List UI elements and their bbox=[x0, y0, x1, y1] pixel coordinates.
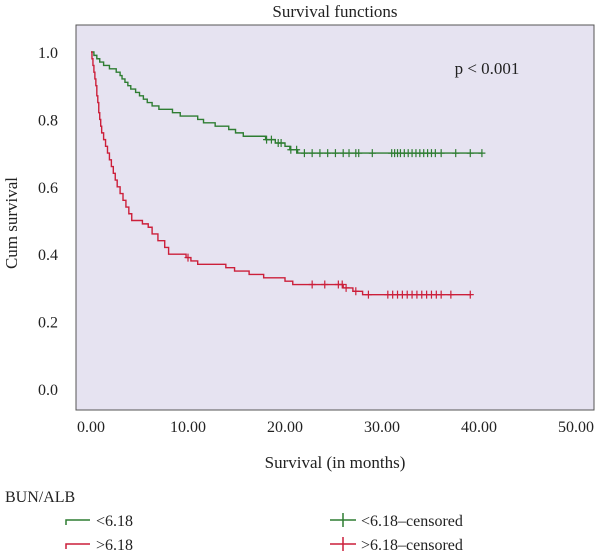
survival-curve-low bbox=[91, 51, 482, 154]
legend-label-high-censored: >6.18–censored bbox=[361, 537, 463, 554]
plot-area bbox=[75, 24, 595, 411]
censor-mark-low bbox=[478, 149, 486, 158]
legend-censor-mark-low bbox=[330, 513, 356, 527]
censor-mark-low bbox=[324, 149, 332, 158]
censor-mark-low bbox=[355, 149, 363, 158]
censor-mark-high bbox=[308, 280, 316, 289]
censor-mark-low bbox=[452, 149, 460, 158]
legend-item-high: >6.18 bbox=[65, 537, 133, 554]
censor-mark-low bbox=[368, 149, 376, 158]
censor-mark-high bbox=[321, 280, 329, 289]
legend-label-low-censored: <6.18–censored bbox=[361, 513, 463, 530]
legend-label-high: >6.18 bbox=[96, 537, 133, 554]
p-value-annotation: p < 0.001 bbox=[455, 59, 520, 78]
x-axis-label: Survival (in months) bbox=[265, 453, 406, 472]
censor-mark-low bbox=[308, 149, 316, 158]
chart-title: Survival functions bbox=[272, 2, 397, 21]
series-low bbox=[91, 51, 486, 158]
legend-censor-mark-high bbox=[330, 537, 356, 551]
x-tick-label: 40.00 bbox=[461, 419, 497, 436]
legend-title: BUN/ALB bbox=[5, 489, 75, 506]
censor-mark-low bbox=[437, 149, 445, 158]
y-tick-label: 0.6 bbox=[38, 180, 58, 197]
legend-line-high bbox=[65, 543, 90, 549]
x-tick-label: 10.00 bbox=[170, 419, 206, 436]
x-tick-label: 0.00 bbox=[77, 419, 105, 436]
y-tick-label: 0.8 bbox=[38, 112, 58, 129]
censor-mark-low bbox=[300, 149, 308, 158]
series-layer bbox=[91, 51, 486, 299]
censor-mark-low bbox=[466, 149, 474, 158]
censor-mark-high bbox=[447, 290, 455, 299]
x-tick-label: 20.00 bbox=[267, 419, 303, 436]
censor-mark-high bbox=[352, 287, 360, 296]
y-axis-ticks: 0.0 0.2 0.4 0.6 0.8 1.0 bbox=[38, 45, 58, 399]
censor-mark-high bbox=[338, 280, 346, 289]
legend: BUN/ALB <6.18 >6.18 <6.18–censored >6.18… bbox=[5, 489, 463, 554]
survival-curve-high bbox=[91, 51, 472, 296]
censor-mark-high bbox=[342, 283, 350, 292]
censor-mark-low bbox=[277, 138, 285, 147]
y-tick-label: 0.2 bbox=[38, 315, 58, 332]
censor-mark-low bbox=[267, 135, 275, 144]
censor-mark-low bbox=[345, 149, 353, 158]
censor-mark-high bbox=[184, 253, 192, 262]
series-high bbox=[91, 51, 474, 299]
y-tick-label: 1.0 bbox=[38, 45, 58, 62]
legend-item-high-censored: >6.18–censored bbox=[330, 537, 463, 554]
censor-mark-low bbox=[316, 149, 324, 158]
legend-line-low bbox=[65, 519, 90, 525]
censor-mark-high bbox=[466, 290, 474, 299]
censor-mark-high bbox=[364, 290, 372, 299]
censor-mark-high bbox=[437, 290, 445, 299]
y-axis-label: Cum survival bbox=[2, 177, 21, 269]
censor-mark-low bbox=[293, 145, 301, 154]
legend-label-low: <6.18 bbox=[96, 513, 133, 530]
x-tick-label: 50.00 bbox=[558, 419, 594, 436]
legend-item-low: <6.18 bbox=[65, 513, 133, 530]
y-tick-label: 0.4 bbox=[38, 247, 58, 264]
x-axis-ticks: 0.00 10.00 20.00 30.00 40.00 50.00 bbox=[77, 419, 594, 436]
x-tick-label: 30.00 bbox=[364, 419, 400, 436]
censor-mark-low bbox=[331, 149, 339, 158]
y-tick-label: 0.0 bbox=[38, 382, 58, 399]
legend-item-low-censored: <6.18–censored bbox=[330, 513, 463, 530]
